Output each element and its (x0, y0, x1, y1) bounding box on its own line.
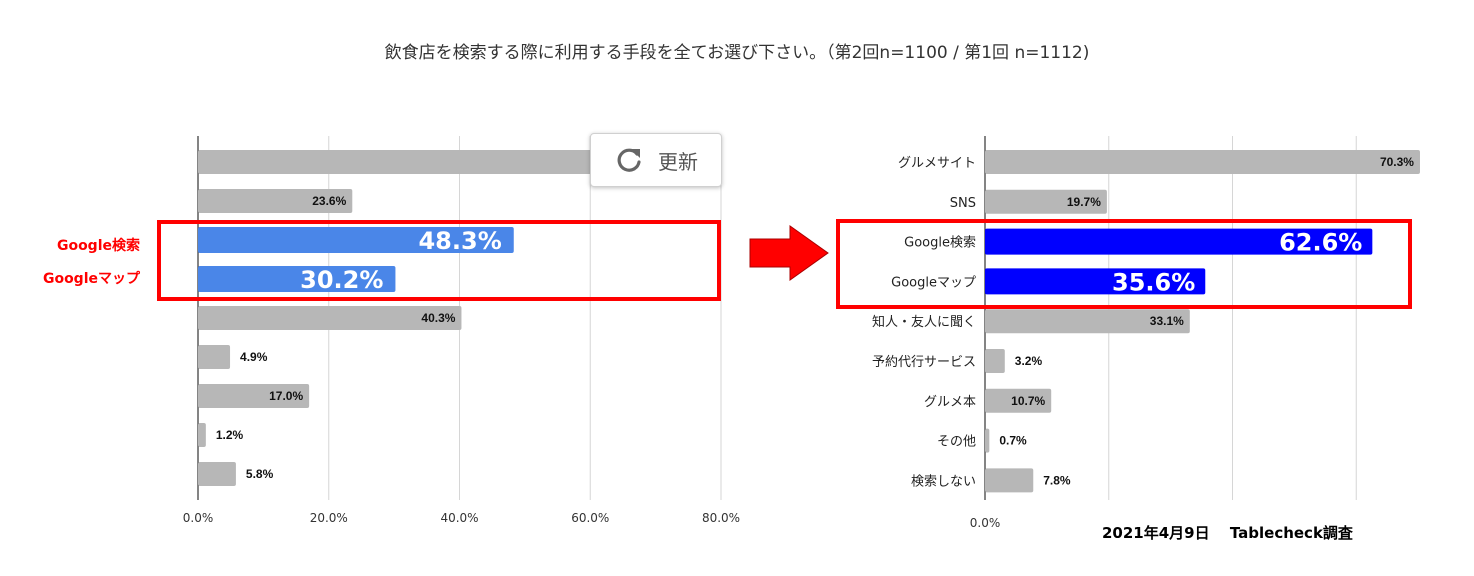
data-label: 17.0% (269, 389, 303, 403)
category-label: 知人・友人に聞く (872, 314, 976, 330)
bar (198, 306, 462, 330)
bar (985, 150, 1420, 174)
bar (985, 388, 1052, 413)
data-label: 19.7% (1067, 195, 1101, 209)
data-label: 23.6% (312, 194, 346, 208)
category-label: SNS (950, 196, 976, 211)
category-label: Google検索 (904, 236, 976, 251)
bar (198, 189, 353, 213)
bar (985, 268, 1206, 295)
x-tick-label: 0.0% (183, 511, 214, 525)
data-label: 30.2% (300, 266, 383, 294)
x-tick-label: 20.0% (310, 511, 348, 525)
bar (985, 189, 1107, 214)
page-title: 飲食店を検索する際に利用する手段を全てお選び下さい。（第2回n=1100 / 第… (384, 43, 1090, 63)
x-tick-label: 80.0% (702, 511, 740, 525)
data-label: 3.2% (1015, 354, 1043, 368)
bar (985, 428, 990, 453)
left-highlight-box (157, 220, 721, 301)
source-note: 2021年4月9日 Tablecheck調査 (1100, 520, 1353, 545)
arrow-right-icon (749, 225, 829, 281)
category-label: 予約代行サービス (872, 355, 976, 370)
bar (198, 150, 658, 174)
data-label: 1.2% (216, 428, 244, 442)
data-label: 4.9% (240, 350, 268, 364)
data-label: 10.7% (1011, 394, 1045, 408)
category-label: グルメサイト (898, 156, 976, 171)
left-bar-chart: 0.0% 20.0% 40.0% 60.0% 80.0% 23.6% 48.3% 30.2% 4… (183, 136, 740, 525)
annotations: Google検索 Googleマップ (43, 219, 1412, 309)
bar (198, 345, 231, 369)
data-label: 62.6% (1279, 229, 1362, 257)
data-label: 33.1% (1150, 314, 1184, 328)
data-label: 35.6% (1112, 268, 1195, 296)
data-label: 40.3% (421, 311, 455, 325)
data-label: 7.8% (1043, 473, 1071, 487)
bar (985, 468, 1034, 493)
bar (985, 349, 1005, 373)
category-label: グルメ本 (924, 395, 976, 410)
right-bar-chart: 0.0% グルメサイト 70.3% SNS 19.7% Google検索 62.6% Goog… (872, 136, 1420, 530)
bar (198, 462, 236, 486)
refresh-button-label: 更新 (658, 149, 698, 174)
x-tick-label: 0.0% (970, 516, 1001, 530)
category-label: その他 (937, 435, 976, 450)
data-label: 5.8% (246, 467, 274, 481)
bar (198, 266, 396, 292)
category-label: 検索しない (911, 474, 976, 489)
bar (985, 309, 1190, 334)
bar (198, 384, 310, 408)
data-label: 0.7% (999, 434, 1027, 448)
data-label: 70.3% (1380, 155, 1414, 169)
data-label: 48.3% (418, 227, 501, 255)
refresh-icon (614, 145, 644, 175)
category-label: Googleマップ (891, 275, 976, 290)
refresh-button[interactable]: 更新 (590, 133, 722, 187)
highlight-label: Google検索 (57, 237, 140, 254)
highlight-label: Googleマップ (43, 271, 141, 287)
bar (985, 228, 1373, 255)
x-tick-label: 60.0% (571, 511, 609, 525)
x-tick-label: 40.0% (440, 511, 478, 525)
right-highlight-box (836, 219, 1412, 309)
bar (198, 227, 514, 253)
bar (198, 423, 206, 447)
